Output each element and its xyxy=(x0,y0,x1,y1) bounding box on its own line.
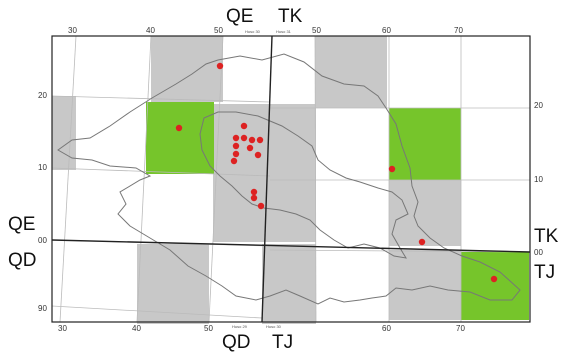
tick-left: 00 xyxy=(38,236,47,245)
tick-top: 30 xyxy=(68,26,77,35)
zone-label-top-left: QE xyxy=(226,6,253,27)
zone-label-bottom-right: TJ xyxy=(272,332,293,353)
point xyxy=(175,124,183,132)
point xyxy=(248,136,256,144)
zone-label-right-lower: TJ xyxy=(534,262,555,283)
point xyxy=(250,188,258,196)
zone-label-left-lower: QD xyxy=(8,250,37,271)
green-square xyxy=(146,102,214,174)
grid-lines xyxy=(51,35,531,323)
inner-outline xyxy=(199,111,409,259)
tick-bottom: 60 xyxy=(382,324,391,333)
point xyxy=(257,202,265,210)
observation-points xyxy=(175,62,498,283)
green-square xyxy=(389,108,461,180)
gray-square xyxy=(389,176,461,246)
gray-square xyxy=(213,104,316,242)
green-squares xyxy=(146,102,529,320)
gray-square xyxy=(151,36,223,102)
point xyxy=(240,122,248,130)
tick-left: 90 xyxy=(38,304,47,313)
point xyxy=(230,157,238,165)
zone-label-top-right: TK xyxy=(278,6,303,27)
point xyxy=(418,238,426,246)
zone-note-bottom-left: Huso 29 xyxy=(232,324,248,329)
tick-right: 00 xyxy=(534,248,543,257)
zone-label-left-upper: QE xyxy=(8,214,35,235)
gray-square xyxy=(315,36,387,108)
tick-top: 50 xyxy=(214,26,223,35)
tick-bottom: 70 xyxy=(456,324,465,333)
point xyxy=(246,144,254,152)
zone-label-right-upper: TK xyxy=(534,226,559,247)
zone-label-bottom-left: QD xyxy=(222,332,251,353)
tick-top: 50 xyxy=(312,26,321,35)
green-square xyxy=(461,252,529,320)
point xyxy=(254,151,262,159)
outline-path xyxy=(57,53,521,305)
tick-top: 40 xyxy=(146,26,155,35)
tick-top: 70 xyxy=(454,26,463,35)
gray-square xyxy=(137,244,209,324)
zone-boundary-vertical-top xyxy=(261,35,273,323)
tick-right: 20 xyxy=(534,101,543,110)
point xyxy=(388,165,396,173)
tick-bottom: 50 xyxy=(204,324,213,333)
gray-square xyxy=(262,244,316,324)
point xyxy=(240,134,248,142)
tick-top: 60 xyxy=(382,26,391,35)
zone-boundary-horizontal xyxy=(51,239,531,253)
point xyxy=(250,194,258,202)
map-frame xyxy=(51,35,531,323)
zone-note-top-right: Huso 31 xyxy=(276,29,292,34)
zone-note-bottom-right: Huso 30 xyxy=(266,324,282,329)
tick-bottom: 30 xyxy=(58,324,67,333)
point xyxy=(232,150,240,158)
tick-left: 20 xyxy=(38,91,47,100)
point xyxy=(232,134,240,142)
tick-bottom: 40 xyxy=(132,324,141,333)
zone-boundaries xyxy=(51,35,531,323)
tick-right: 10 xyxy=(534,175,543,184)
tick-left: 10 xyxy=(38,163,47,172)
point xyxy=(216,62,224,70)
point xyxy=(232,142,240,150)
gray-squares xyxy=(52,36,461,324)
region-outline xyxy=(57,53,521,305)
zone-note-top-left: Huso 30 xyxy=(245,29,261,34)
point xyxy=(490,275,498,283)
gray-square xyxy=(389,250,461,320)
point xyxy=(256,136,264,144)
